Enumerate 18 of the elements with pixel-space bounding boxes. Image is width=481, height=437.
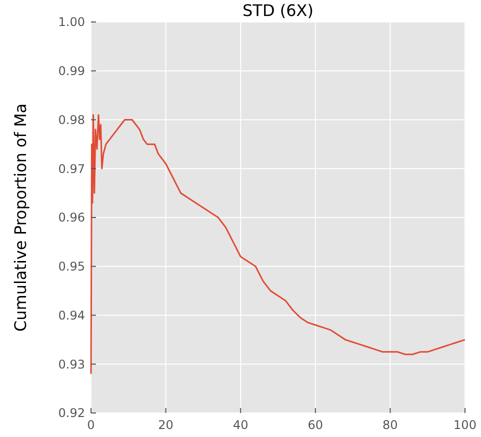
y-tick-label: 1.00	[58, 15, 85, 30]
x-tick-label: 0	[87, 418, 95, 432]
line-series	[90, 114, 466, 375]
y-tick-label: 0.96	[58, 210, 85, 225]
x-tick-label: 20	[158, 418, 174, 432]
y-axis-title: Cumulative Proportion of Ma	[11, 103, 30, 332]
y-tick-label: 0.98	[58, 112, 85, 127]
y-tick-label: 0.94	[58, 308, 85, 322]
y-tick-label: 0.93	[58, 357, 85, 372]
y-tick-label: 0.99	[58, 64, 85, 78]
x-tick-label: 80	[382, 418, 398, 432]
x-tick-label: 40	[232, 418, 248, 432]
x-tick-label: 60	[308, 418, 324, 432]
x-tick-label: 100	[454, 418, 476, 432]
chart-title: STD (6X)	[242, 1, 314, 20]
y-tick-label: 0.97	[58, 162, 85, 176]
y-tick-label: 0.95	[58, 260, 85, 274]
y-tick-label: 0.92	[58, 406, 85, 420]
